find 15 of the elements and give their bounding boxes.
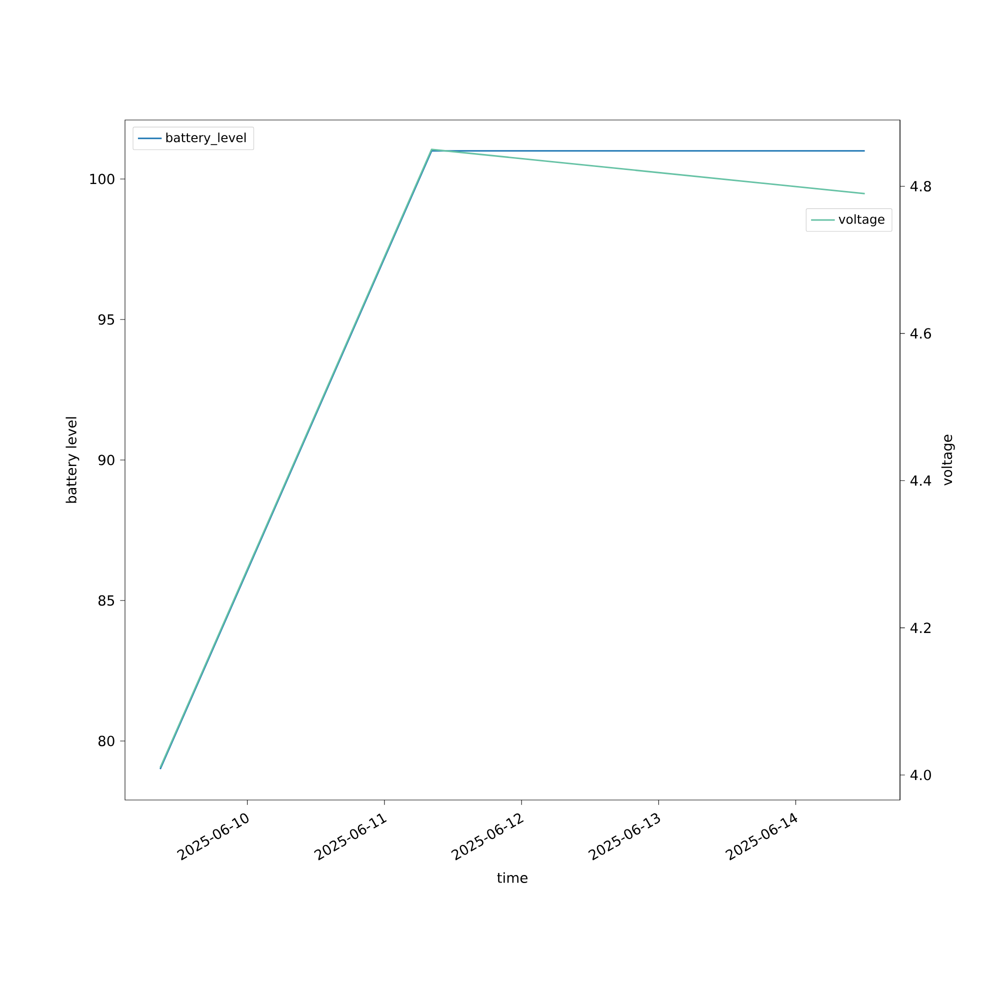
legend-label: voltage bbox=[838, 214, 884, 226]
y2-tick-label: 4.0 bbox=[910, 770, 931, 780]
y-axis-title: battery level bbox=[66, 417, 80, 503]
y-tick-label: 100 bbox=[90, 174, 114, 184]
y-tick-label: 85 bbox=[98, 595, 114, 606]
y2-tick-label: 4.4 bbox=[910, 476, 932, 486]
y2-tick-label: 4.2 bbox=[910, 622, 930, 633]
legend-label: battery_level bbox=[166, 132, 246, 146]
x-axis-title: time bbox=[497, 872, 528, 883]
y-tick-label: 90 bbox=[98, 454, 114, 466]
y2-tick-label: 4.6 bbox=[910, 328, 931, 339]
y2-axis-title: voltage bbox=[941, 434, 955, 486]
y2-tick-label: 4.8 bbox=[910, 180, 931, 192]
y-tick-label: 95 bbox=[98, 314, 114, 325]
y-tick-label: 80 bbox=[98, 736, 114, 746]
